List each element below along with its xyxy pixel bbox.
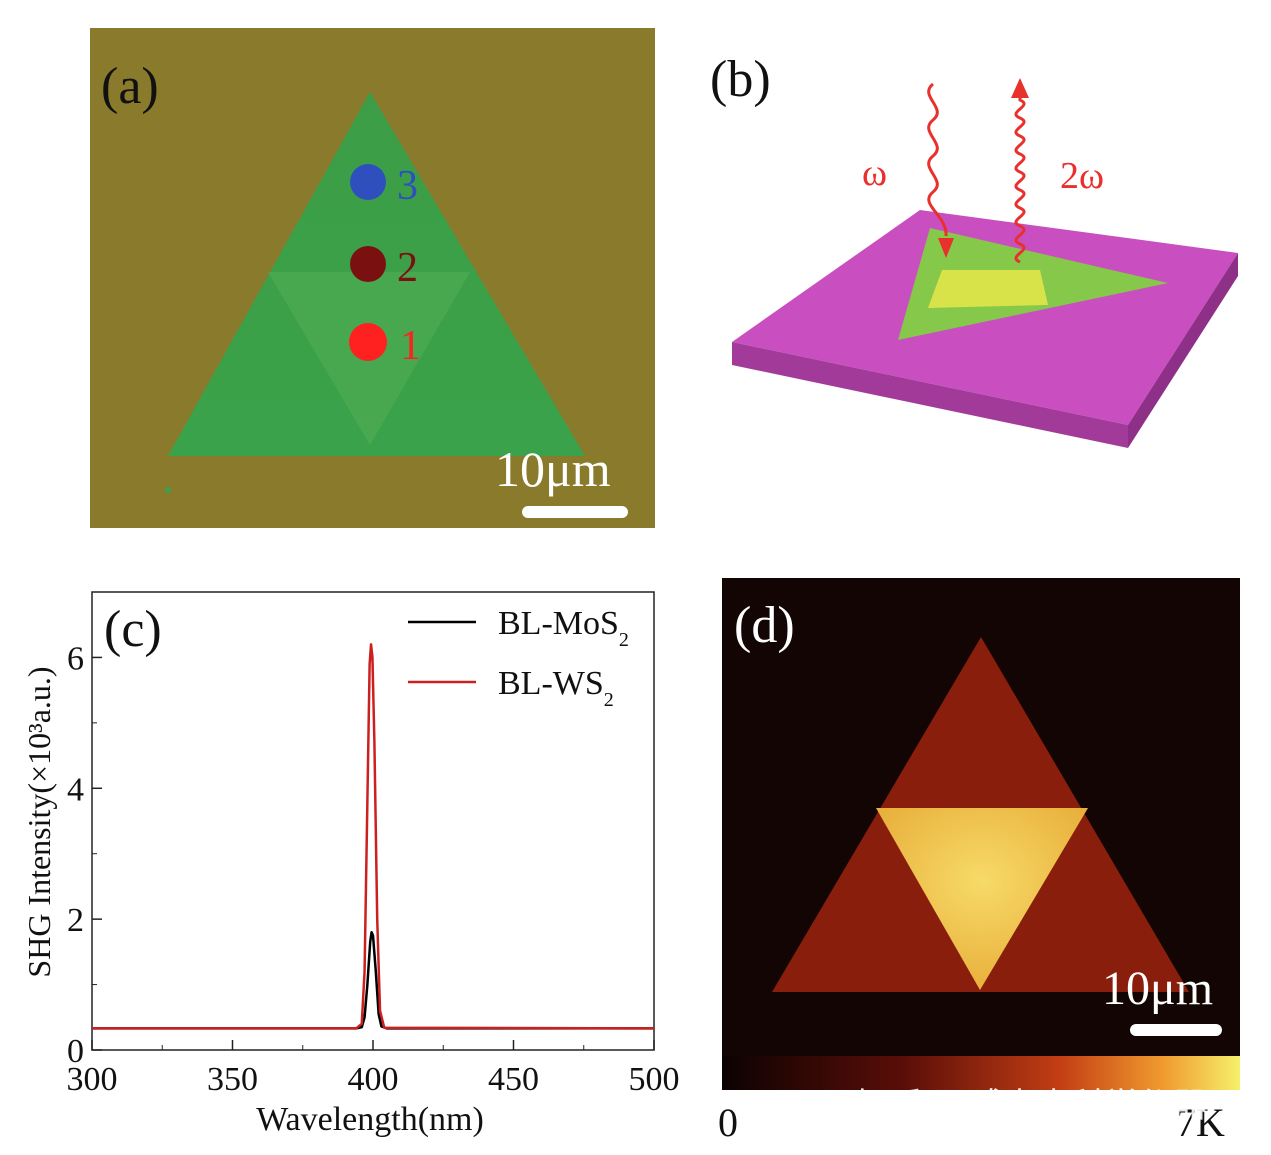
optical-image: 3 2 1 (a) 10μm: [90, 28, 655, 528]
scalebar-d-label: 10μm: [1102, 962, 1213, 1015]
y-axis-label: SHG Intensity(×10³a.u.): [21, 666, 57, 977]
shg-spectrum-chart: 300 350 400 450 500 0 2 4 6 (c) BL-MoS2 BL-WS2 W…: [21, 591, 680, 1138]
legend: BL-MoS2 BL-WS2: [408, 605, 629, 711]
colorbar-max-label: 7K: [1176, 1100, 1225, 1145]
y-tick-label-0: 0: [67, 1033, 84, 1070]
series-line-bl-ws2: [92, 643, 655, 1030]
panel-b-label: (b): [710, 51, 771, 108]
spot-1-label: 1: [400, 323, 421, 369]
x-axis-label: Wavelength(nm): [256, 1101, 484, 1138]
x-tick-label-500: 500: [629, 1061, 680, 1098]
shg-beam: [1014, 96, 1026, 264]
debris-dot: [165, 487, 171, 493]
spot-3-label: 3: [397, 163, 418, 209]
spot-1-marker: [349, 323, 387, 361]
incident-arrowhead: [938, 238, 954, 258]
bilayer-region-map: [876, 808, 1088, 990]
substrate-side: [1128, 253, 1238, 448]
y-tick-label-6: 6: [67, 640, 84, 677]
shg-intensity-map: (d) 10μm 0 7K: [718, 578, 1240, 1145]
y-tick-label-2: 2: [67, 902, 84, 939]
panel-a: 3 2 1 (a) 10μm: [0, 0, 680, 560]
incident-beam: [927, 82, 948, 237]
axis-ticks: 300 350 400 450 500 0 2 4 6: [67, 640, 680, 1098]
scalebar-a: [522, 506, 628, 518]
series-line-bl-mos2: [92, 930, 654, 1030]
x-tick-label-450: 450: [488, 1061, 539, 1098]
schematic-illustration: ω 2ω (b): [710, 51, 1238, 448]
spot-2-marker: [350, 246, 386, 282]
watermark: 知乎 @威泰克科学仪器: [856, 1086, 1207, 1126]
overlap-region: [928, 270, 1048, 308]
shg-arrowhead: [1011, 78, 1029, 98]
two-omega-label: 2ω: [1060, 155, 1104, 197]
scalebar-d: [1130, 1024, 1222, 1036]
spot-2-label: 2: [397, 245, 418, 291]
panel-d-label: (d): [734, 597, 795, 654]
x-tick-label-350: 350: [207, 1061, 258, 1098]
spot-3-marker: [350, 164, 386, 200]
substrate-front: [732, 342, 1128, 448]
y-tick-label-4: 4: [67, 771, 84, 808]
panel-b: ω 2ω (b): [690, 0, 1271, 560]
scalebar-a-label: 10μm: [495, 441, 611, 497]
panel-c: 300 350 400 450 500 0 2 4 6 (c) BL-MoS2 BL-WS2 W…: [0, 570, 700, 1150]
series-lines: [92, 643, 655, 1030]
x-tick-label-300: 300: [67, 1061, 118, 1098]
omega-label: ω: [862, 152, 887, 194]
legend-mos2-label: BL-MoS2: [498, 605, 629, 651]
panel-c-label: (c): [104, 601, 162, 658]
x-tick-label-400: 400: [348, 1061, 399, 1098]
legend-ws2-label: BL-WS2: [498, 665, 614, 711]
panel-d: (d) 10μm 0 7K: [700, 570, 1271, 1150]
panel-a-label: (a): [101, 58, 159, 115]
colorbar-min-label: 0: [718, 1100, 738, 1145]
colorbar: [722, 1056, 1240, 1090]
